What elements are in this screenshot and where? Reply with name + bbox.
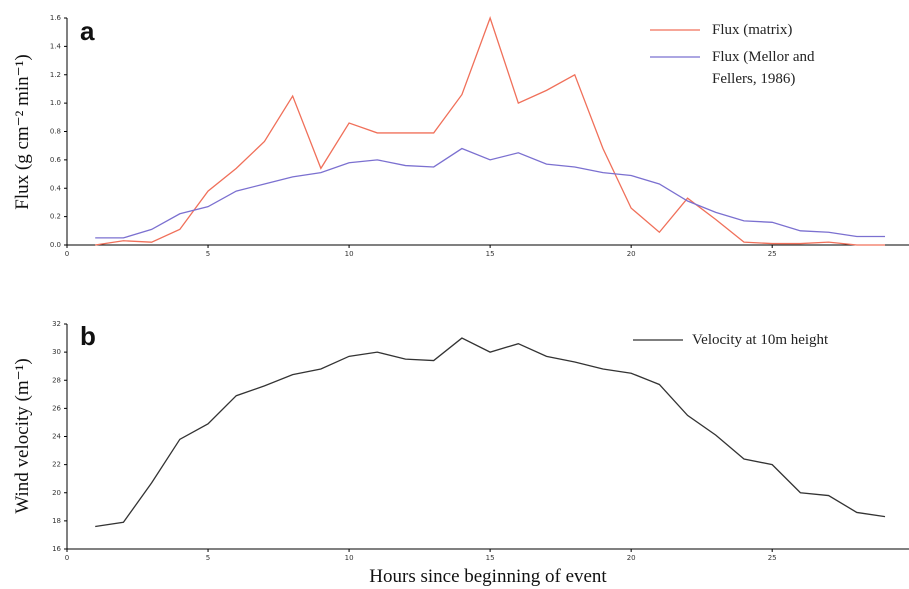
y-tick-label: 0.6 xyxy=(50,156,62,164)
y-tick-label: 22 xyxy=(52,461,61,469)
y-tick-label: 1.2 xyxy=(50,71,61,79)
y-tick-label: 26 xyxy=(52,404,61,412)
y-tick-label: 1.6 xyxy=(50,14,62,22)
y-tick-label: 24 xyxy=(52,433,61,441)
data-line xyxy=(95,147,886,239)
x-tick-label: 20 xyxy=(627,554,636,562)
y-tick-label: 18 xyxy=(52,517,61,525)
data-line xyxy=(95,16,886,246)
panel-label: b xyxy=(80,321,96,351)
y-axis-label: Flux (g cm⁻² min⁻¹) xyxy=(12,54,33,209)
x-tick-label: 5 xyxy=(206,250,210,258)
panel-label: a xyxy=(80,16,95,46)
y-tick-label: 0.4 xyxy=(50,184,62,192)
y-tick-label: 30 xyxy=(52,348,61,356)
y-tick-label: 32 xyxy=(52,320,61,328)
x-tick-label: 10 xyxy=(345,554,354,562)
x-tick-label: 5 xyxy=(206,554,210,562)
x-axis-label: Hours since beginning of event xyxy=(369,566,607,587)
x-tick-label: 15 xyxy=(486,250,495,258)
x-tick-label: 0 xyxy=(65,554,69,562)
x-tick-label: 15 xyxy=(486,554,495,562)
y-tick-label: 0.0 xyxy=(50,241,61,249)
y-tick-label: 1.4 xyxy=(50,42,62,50)
legend-label: Flux (matrix) xyxy=(712,22,793,38)
data-line xyxy=(95,337,886,528)
y-axis-label: Wind velocity (m⁻¹) xyxy=(12,358,33,513)
y-tick-label: 28 xyxy=(52,376,61,384)
x-tick-label: 20 xyxy=(627,250,636,258)
y-tick-label: 16 xyxy=(52,545,61,553)
legend-label: Flux (Mellor and Fellers, 1986) xyxy=(712,49,815,87)
legend-label: Velocity at 10m height xyxy=(692,332,829,348)
x-tick-label: 25 xyxy=(768,554,777,562)
x-tick-label: 0 xyxy=(65,250,69,258)
x-tick-label: 25 xyxy=(768,250,777,258)
y-tick-label: 20 xyxy=(52,489,61,497)
x-tick-label: 10 xyxy=(345,250,354,258)
y-tick-label: 1.0 xyxy=(50,99,61,107)
y-tick-label: 0.2 xyxy=(50,213,61,221)
y-tick-label: 0.8 xyxy=(50,128,61,136)
